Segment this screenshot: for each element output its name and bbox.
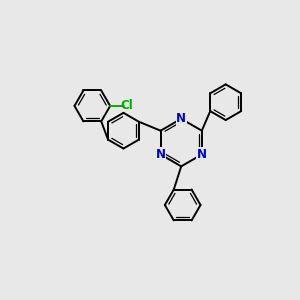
Text: Cl: Cl xyxy=(120,99,133,112)
Text: N: N xyxy=(197,148,207,161)
Text: N: N xyxy=(156,148,166,161)
Text: N: N xyxy=(176,112,186,125)
